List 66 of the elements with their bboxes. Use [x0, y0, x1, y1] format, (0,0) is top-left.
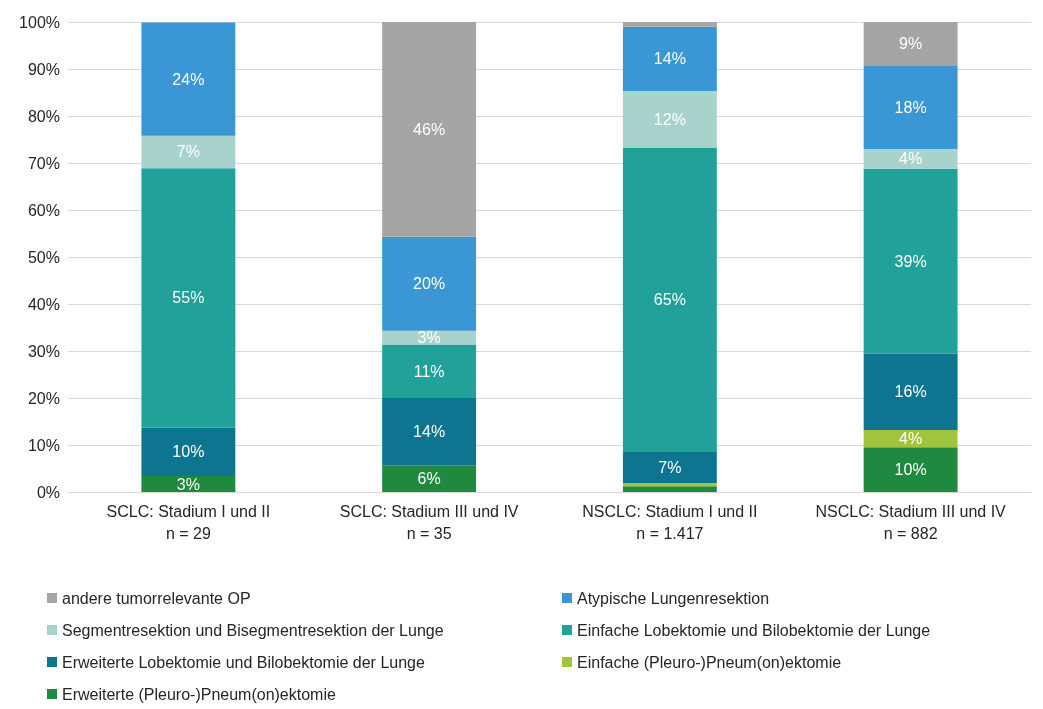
y-tick-label: 70%: [27, 154, 60, 172]
bar: [863, 22, 958, 66]
legend-label: Erweiterte Lobektomie und Bilobektomie der Lunge: [62, 653, 425, 671]
data-label: 14%: [413, 423, 446, 441]
legend-label: Atypische Lungenresektion: [577, 589, 770, 607]
legend-label: Einfache (Pleuro-)Pneum(on)ektomie: [577, 653, 842, 671]
y-tick-label: 40%: [27, 295, 60, 313]
y-tick-label: 0%: [36, 483, 60, 501]
bar: [382, 22, 477, 237]
bar: [141, 22, 236, 136]
y-tick-label: 90%: [27, 60, 60, 78]
data-label: 16%: [894, 383, 927, 401]
bar: [141, 135, 236, 169]
bar: [141, 168, 236, 428]
bar: [863, 353, 958, 430]
y-tick-label: 100%: [19, 13, 60, 31]
bar: [863, 148, 958, 169]
data-label: 4%: [899, 430, 923, 448]
bar: [622, 483, 717, 487]
legend-label: andere tumorrelevante OP: [62, 589, 251, 607]
y-tick-label: 50%: [27, 248, 60, 266]
y-tick-label: 60%: [27, 201, 60, 219]
y-tick-label: 20%: [27, 389, 60, 407]
data-label: 39%: [894, 252, 927, 270]
data-label: 7%: [658, 459, 682, 477]
bar: [622, 486, 717, 492]
y-tick-label: 10%: [27, 436, 60, 454]
data-label: 12%: [653, 110, 686, 128]
data-label: 55%: [172, 289, 205, 307]
data-label: 10%: [894, 461, 927, 479]
y-tick-label: 80%: [27, 107, 60, 125]
bar: [622, 22, 717, 27]
bar: [863, 168, 958, 354]
data-label: 6%: [417, 470, 441, 488]
data-label: 24%: [172, 70, 205, 88]
legend-label: Segmentresektion und Bisegmentresektion der Lunge: [62, 621, 444, 639]
legend-label: Einfache Lobektomie und Bilobektomie der Lunge: [577, 621, 931, 639]
data-label: 3%: [176, 475, 200, 493]
bar: [382, 344, 477, 398]
x-tick-label: SCLC: Stadium III und IV n = 35: [339, 502, 519, 542]
bar: [622, 147, 717, 453]
x-tick-label: SCLC: Stadium I und II n = 29: [106, 502, 271, 542]
bar: [622, 91, 717, 148]
data-label: 11%: [413, 362, 445, 380]
bar: [863, 65, 958, 149]
data-label: 18%: [894, 98, 927, 116]
bar: [141, 427, 236, 477]
bar: [382, 465, 477, 492]
data-label: 9%: [899, 35, 923, 53]
bar: [863, 447, 958, 492]
bar: [382, 398, 477, 466]
y-tick-label: 30%: [27, 342, 60, 360]
data-label: 65%: [653, 291, 686, 309]
data-label: 3%: [417, 329, 441, 347]
data-label: 4%: [899, 150, 923, 168]
bar: [382, 236, 477, 331]
x-tick-label: NSCLC: Stadium III und IV n = 882: [815, 502, 1007, 542]
bar: [622, 26, 717, 92]
data-label: 10%: [172, 443, 205, 461]
legend-label: Erweiterte (Pleuro-)Pneum(on)ektomie: [62, 685, 336, 703]
data-label: 14%: [653, 50, 686, 68]
data-label: 20%: [413, 275, 446, 293]
bar: [622, 452, 717, 484]
x-tick-label: NSCLC: Stadium I und II n = 1.417: [582, 502, 758, 542]
data-label: 46%: [413, 120, 446, 138]
data-label: 7%: [176, 143, 200, 161]
